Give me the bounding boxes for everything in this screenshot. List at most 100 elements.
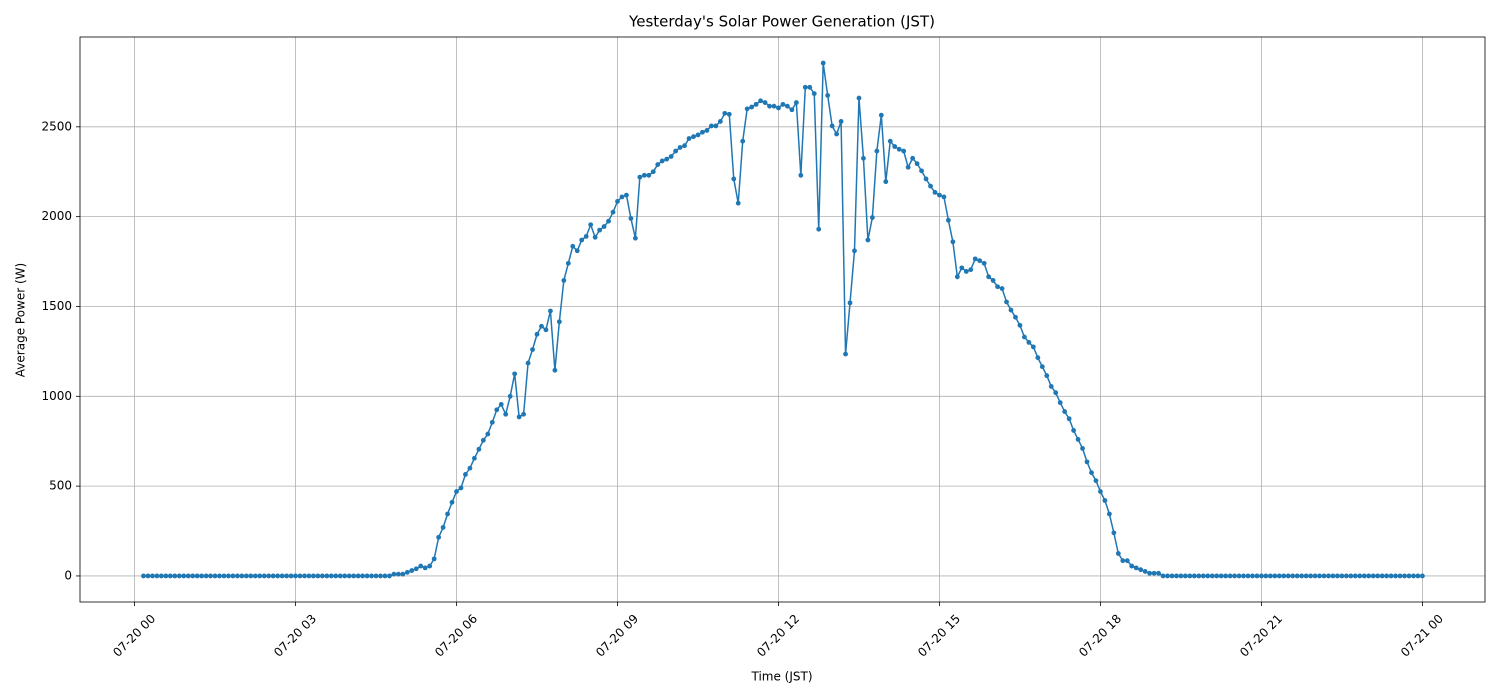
data-point <box>485 431 491 437</box>
data-point <box>422 565 428 571</box>
data-point <box>306 573 312 579</box>
data-point <box>887 138 893 144</box>
data-point <box>1030 344 1036 350</box>
data-point <box>735 200 741 206</box>
data-point <box>610 209 616 215</box>
data-point <box>981 260 987 266</box>
data-point <box>959 265 965 271</box>
data-point <box>543 327 549 333</box>
data-point <box>624 192 629 198</box>
data-point <box>463 472 468 477</box>
data-point <box>275 573 281 579</box>
data-point <box>315 573 321 579</box>
data-point <box>1384 573 1390 579</box>
data-point <box>1080 445 1085 451</box>
data-point <box>1057 400 1063 405</box>
data-point <box>1053 390 1059 396</box>
data-point <box>1348 573 1354 579</box>
data-point <box>1285 573 1291 579</box>
data-point <box>704 128 710 133</box>
data-point <box>181 573 187 579</box>
data-point <box>592 234 598 240</box>
data-point <box>279 573 285 579</box>
x-tick-label: 07-21 00 <box>1398 612 1446 660</box>
data-point <box>476 446 482 452</box>
data-point <box>798 172 804 178</box>
data-point <box>1241 573 1246 579</box>
data-point <box>1120 558 1126 564</box>
data-point <box>673 148 679 154</box>
data-point <box>945 217 951 223</box>
data-point <box>811 91 817 96</box>
data-point <box>785 103 790 109</box>
data-point <box>619 194 625 200</box>
data-point <box>744 106 750 112</box>
data-point <box>163 573 169 579</box>
data-point <box>1138 567 1144 573</box>
data-point <box>717 119 723 124</box>
data-point <box>583 234 589 239</box>
data-point <box>217 573 222 579</box>
y-tick-label: 500 <box>49 479 72 493</box>
data-point <box>1156 570 1161 576</box>
data-point <box>1111 530 1117 536</box>
data-point <box>494 407 500 413</box>
data-point <box>1071 428 1077 433</box>
data-point <box>977 258 983 264</box>
data-point <box>1294 573 1300 579</box>
data-point <box>342 573 348 579</box>
data-point <box>257 573 263 579</box>
data-point <box>597 227 603 233</box>
data-point <box>548 308 553 314</box>
data-point <box>360 573 366 579</box>
data-point <box>243 573 249 579</box>
data-point <box>838 119 844 124</box>
data-point <box>655 162 661 167</box>
data-point <box>302 573 307 579</box>
data-point <box>682 143 687 149</box>
data-point <box>874 148 880 154</box>
data-point <box>378 573 383 579</box>
data-point <box>1276 573 1282 579</box>
data-point <box>194 573 200 579</box>
data-point <box>158 573 164 579</box>
data-point <box>731 176 737 182</box>
data-point <box>1366 573 1372 579</box>
data-point <box>261 573 267 579</box>
data-point <box>284 573 289 579</box>
data-point <box>1290 573 1296 579</box>
data-point <box>1339 573 1345 579</box>
data-point <box>400 571 406 577</box>
data-point <box>901 148 907 154</box>
data-point <box>203 573 209 579</box>
data-point <box>413 566 419 572</box>
data-point <box>427 563 433 569</box>
data-point <box>199 573 205 579</box>
data-point <box>1379 573 1385 579</box>
data-point <box>431 556 437 562</box>
data-point <box>986 274 992 280</box>
data-point <box>579 237 585 243</box>
data-point <box>221 573 227 579</box>
data-point <box>534 331 540 337</box>
data-point <box>1008 307 1014 313</box>
data-point <box>351 573 357 579</box>
data-point <box>972 256 978 262</box>
data-point <box>1321 573 1327 579</box>
data-point <box>825 92 831 98</box>
data-point <box>905 164 911 170</box>
data-point <box>1312 573 1318 579</box>
chart-title: Yesterday's Solar Power Generation (JST) <box>628 13 935 31</box>
data-point <box>1084 459 1090 465</box>
data-point <box>556 319 562 325</box>
data-point <box>1191 573 1197 579</box>
data-point <box>530 347 535 352</box>
data-point <box>646 172 652 178</box>
data-point <box>480 437 486 443</box>
data-point <box>834 131 840 137</box>
data-point <box>606 218 611 224</box>
data-point <box>230 573 236 579</box>
data-point <box>691 134 696 140</box>
data-point <box>337 573 343 579</box>
data-point <box>185 573 191 579</box>
